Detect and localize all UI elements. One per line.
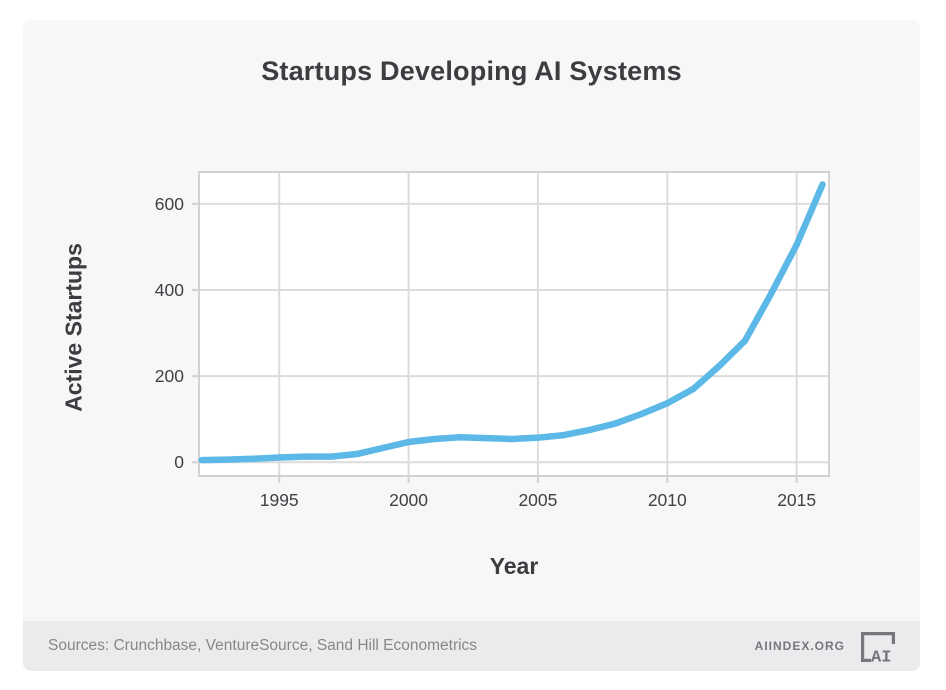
x-tick-label: 2010 (648, 490, 687, 510)
logo-ai-text: AI (871, 649, 891, 664)
chart-plot: 1995 2000 2005 2010 2015 0 200 400 600 (155, 171, 830, 510)
data-line (198, 181, 826, 464)
x-axis-label: Year (489, 553, 539, 579)
footer-branding: AIINDEX.ORG AI (755, 629, 900, 663)
y-tick-label: 200 (155, 366, 184, 386)
plot-border (198, 171, 830, 477)
x-tick-label: 2000 (389, 490, 428, 510)
site-url-text: AIINDEX.ORG (754, 639, 845, 653)
x-tick-label: 2005 (518, 490, 557, 510)
chart-canvas: Startups Developing AI Systems Active St… (23, 20, 920, 621)
y-tick-label: 600 (155, 194, 184, 214)
chart-title: Startups Developing AI Systems (261, 56, 682, 86)
plot-area (199, 172, 829, 476)
y-tick-label: 400 (155, 280, 184, 300)
sources-text: Sources: Crunchbase, VentureSource, Sand… (48, 637, 478, 654)
x-tick-label: 1995 (260, 490, 299, 510)
footer-bar: Sources: Crunchbase, VentureSource, Sand… (23, 621, 920, 671)
x-tick-label: 2015 (777, 490, 816, 510)
y-tick-label: 0 (174, 452, 184, 472)
ai-index-logo-icon: AI (861, 632, 895, 664)
